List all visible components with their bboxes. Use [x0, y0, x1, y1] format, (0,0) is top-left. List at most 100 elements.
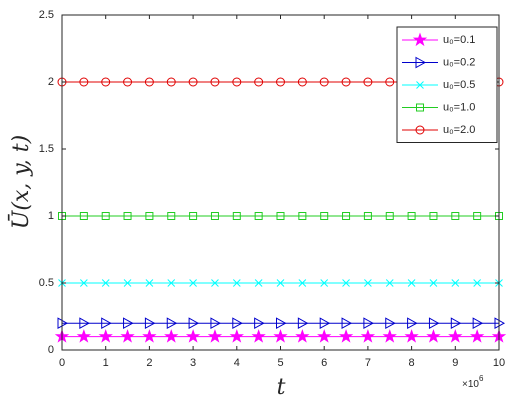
marker — [229, 329, 244, 343]
x-tick-label: 1 — [103, 357, 109, 369]
marker — [319, 317, 331, 330]
marker — [448, 329, 463, 343]
marker — [407, 212, 416, 220]
marker — [429, 212, 438, 220]
marker — [385, 279, 394, 287]
x-tick-label: 7 — [365, 357, 371, 369]
y-tick-label: 1.5 — [39, 143, 54, 155]
marker — [254, 279, 263, 287]
marker — [188, 317, 200, 330]
marker — [412, 32, 428, 47]
marker — [232, 317, 243, 330]
marker — [364, 279, 372, 287]
legend-label: u₀=0.1 — [443, 34, 475, 46]
marker — [189, 212, 198, 220]
marker — [363, 317, 374, 330]
legend-label: u₀=1.0 — [443, 101, 475, 113]
marker — [363, 212, 372, 220]
x-tick-label: 4 — [234, 357, 240, 369]
marker — [123, 279, 132, 287]
marker — [188, 77, 198, 87]
x-tick-label: 2 — [146, 357, 152, 369]
marker — [254, 77, 264, 87]
marker — [415, 56, 427, 69]
legend-label: u₀=0.5 — [443, 79, 475, 91]
marker — [451, 279, 460, 287]
x-tick-label: 0 — [59, 357, 65, 369]
x-tick-label: 5 — [277, 357, 283, 369]
y-tick-label: 2 — [48, 76, 54, 88]
marker — [211, 279, 219, 287]
marker — [79, 279, 88, 287]
marker — [79, 77, 89, 87]
marker — [167, 212, 176, 220]
y-tick-label: 0 — [48, 344, 54, 356]
x-tick-label: 8 — [409, 357, 415, 369]
marker — [298, 279, 307, 287]
marker — [120, 329, 135, 343]
marker — [185, 329, 201, 343]
marker — [382, 329, 397, 343]
marker — [276, 212, 285, 220]
marker — [297, 317, 309, 330]
x-tick-label: 9 — [452, 357, 458, 369]
marker — [254, 212, 263, 220]
marker — [142, 329, 157, 343]
marker — [338, 329, 354, 343]
marker — [450, 317, 462, 330]
marker — [320, 212, 329, 220]
marker — [360, 329, 376, 343]
marker — [144, 317, 156, 330]
marker — [167, 279, 176, 287]
marker — [210, 212, 219, 220]
marker — [317, 329, 332, 343]
x-multiplier-base: ×10 — [462, 379, 479, 390]
x-tick-label: 6 — [321, 357, 327, 369]
x-tick-label: 10 — [493, 357, 505, 369]
marker — [98, 329, 113, 343]
marker — [276, 279, 285, 287]
marker — [76, 329, 92, 343]
marker — [472, 317, 484, 330]
marker — [319, 77, 329, 87]
legend-label: u₀=2.0 — [443, 124, 475, 136]
marker — [451, 212, 460, 220]
marker — [251, 329, 266, 343]
marker — [210, 77, 220, 87]
y-axis-label: Ū(x, y, t) — [7, 135, 34, 229]
y-tick-label: 1 — [48, 210, 54, 222]
marker — [254, 317, 265, 330]
marker — [207, 329, 223, 343]
marker — [145, 212, 154, 220]
y-tick-label: 0.5 — [39, 277, 54, 289]
marker — [473, 212, 482, 220]
marker — [101, 317, 112, 330]
marker — [166, 77, 176, 87]
marker — [385, 212, 394, 220]
marker — [210, 317, 221, 330]
marker — [273, 329, 288, 343]
marker — [407, 279, 416, 287]
marker — [428, 317, 440, 330]
marker — [79, 317, 90, 330]
marker — [166, 317, 178, 330]
x-axis-label: t — [277, 375, 286, 400]
marker — [189, 279, 197, 287]
marker — [123, 212, 132, 220]
marker — [363, 77, 373, 87]
marker — [123, 317, 134, 330]
marker — [407, 317, 418, 330]
legend-label: u₀=0.2 — [443, 56, 475, 68]
marker — [232, 212, 241, 220]
marker — [297, 77, 307, 87]
y-tick-label: 2.5 — [39, 9, 54, 21]
marker — [101, 212, 110, 220]
marker — [298, 212, 307, 220]
marker — [416, 103, 424, 112]
marker — [341, 77, 351, 87]
marker — [79, 212, 88, 220]
marker — [473, 279, 482, 287]
x-multiplier: ×106 — [462, 374, 484, 390]
marker — [320, 279, 329, 287]
